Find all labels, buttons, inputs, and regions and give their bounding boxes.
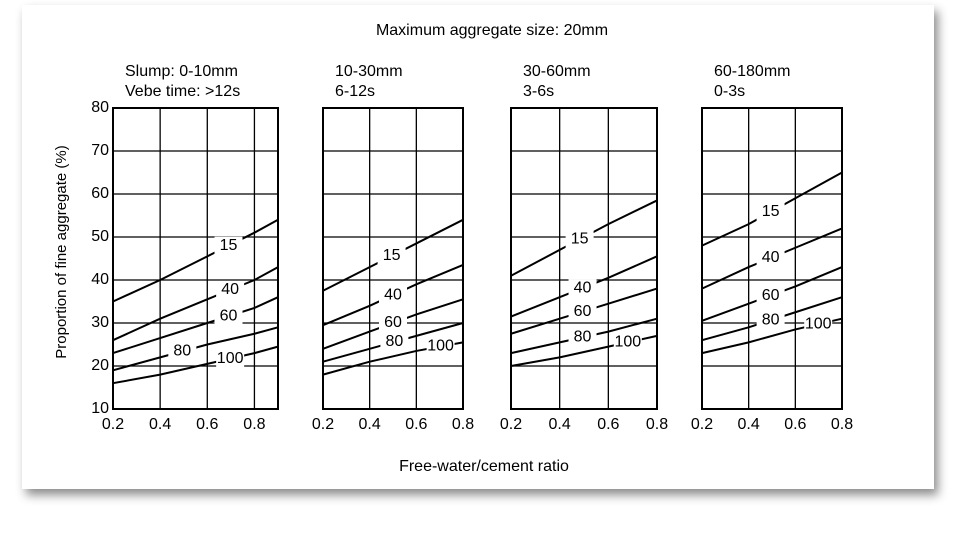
curve-label-bg [214, 236, 243, 255]
panel-vebe: 6-12s [335, 83, 375, 100]
x-tick-label: 0.4 [549, 416, 571, 433]
x-tick-label: 0.6 [597, 416, 619, 433]
y-tick-label: 30 [91, 314, 109, 331]
curve-label: 60 [762, 287, 780, 304]
panel-frame [112, 107, 279, 410]
x-tick-label: 0.8 [831, 416, 853, 433]
panel-slump: 30-60mm [523, 63, 591, 80]
curve-label: 100 [805, 315, 832, 332]
curve-label-bg [426, 337, 455, 356]
y-tick-label: 10 [91, 400, 109, 417]
curve-label: 100 [217, 350, 244, 367]
panel-vebe: 0-3s [714, 83, 745, 100]
curve-label: 60 [384, 314, 402, 331]
curve-label: 15 [571, 231, 589, 248]
x-tick-label: 0.4 [359, 416, 381, 433]
y-tick-label: 40 [91, 271, 109, 288]
curve [112, 266, 279, 342]
panel-frame [322, 107, 464, 410]
x-tick-label: 0.2 [500, 416, 522, 433]
curve-label-bg [568, 302, 597, 321]
panel-slump: Slump: 0-10mm [125, 63, 238, 80]
curve-label: 80 [386, 333, 404, 350]
curve [112, 218, 279, 303]
curve-label: 60 [220, 307, 238, 324]
x-tick-label: 0.6 [784, 416, 806, 433]
curve-label-bg [756, 286, 785, 305]
panel-vebe: 3-6s [523, 83, 554, 100]
curve-label-bg [756, 202, 785, 221]
curve-label-bg [804, 315, 833, 334]
x-tick-label: 0.2 [691, 416, 713, 433]
curve-label-bg [377, 246, 406, 265]
curve [112, 296, 279, 355]
curve [112, 326, 279, 372]
y-tick-label: 70 [91, 142, 109, 159]
x-axis-label: Free-water/cement ratio [399, 458, 569, 475]
curve-label: 100 [614, 334, 641, 351]
panel-vebe: Vebe time: >12s [125, 83, 240, 100]
curve-label: 40 [574, 279, 592, 296]
x-tick-label: 0.6 [405, 416, 427, 433]
panel-frame [510, 107, 658, 410]
curve-label-bg [568, 279, 597, 298]
curve-label-bg [380, 332, 409, 351]
curve-label: 40 [384, 286, 402, 303]
curve-label-bg [168, 342, 197, 361]
curve-label: 40 [762, 249, 780, 266]
curve-label: 80 [574, 329, 592, 346]
y-axis-label: Proportion of fine aggregate (%) [53, 145, 70, 358]
curve-label: 80 [173, 343, 191, 360]
y-tick-label: 50 [91, 228, 109, 245]
curve-label: 15 [383, 247, 401, 264]
curve-label: 15 [220, 237, 238, 254]
curve-label-bg [216, 280, 245, 299]
curve-label-bg [756, 311, 785, 330]
curve-label: 100 [427, 338, 454, 355]
x-tick-label: 0.8 [243, 416, 265, 433]
curve-label: 40 [221, 281, 239, 298]
x-tick-label: 0.4 [149, 416, 171, 433]
panel-slump: 10-30mm [335, 63, 403, 80]
y-tick-label: 20 [91, 357, 109, 374]
x-tick-label: 0.6 [196, 416, 218, 433]
x-tick-label: 0.8 [452, 416, 474, 433]
y-tick-label: 80 [91, 99, 109, 116]
curve-label: 80 [762, 311, 780, 328]
panel-slump: 60-180mm [714, 63, 790, 80]
curve-label: 60 [574, 303, 592, 320]
curve-label-bg [568, 328, 597, 347]
curve-label-bg [565, 230, 594, 249]
x-tick-label: 0.8 [646, 416, 668, 433]
curve-label-bg [379, 286, 407, 305]
x-tick-label: 0.2 [102, 416, 124, 433]
curve-label-bg [216, 349, 245, 368]
panel-frame [701, 107, 843, 410]
curve-label-bg [214, 307, 243, 326]
x-tick-label: 0.2 [312, 416, 334, 433]
curve-label-bg [756, 249, 785, 268]
curve-label-bg [379, 314, 407, 332]
y-tick-label: 60 [91, 185, 109, 202]
x-tick-label: 0.4 [738, 416, 760, 433]
chart-title: Maximum aggregate size: 20mm [376, 22, 608, 39]
curve-label-bg [613, 333, 642, 352]
curve-label: 15 [762, 203, 780, 220]
curve [112, 345, 279, 385]
